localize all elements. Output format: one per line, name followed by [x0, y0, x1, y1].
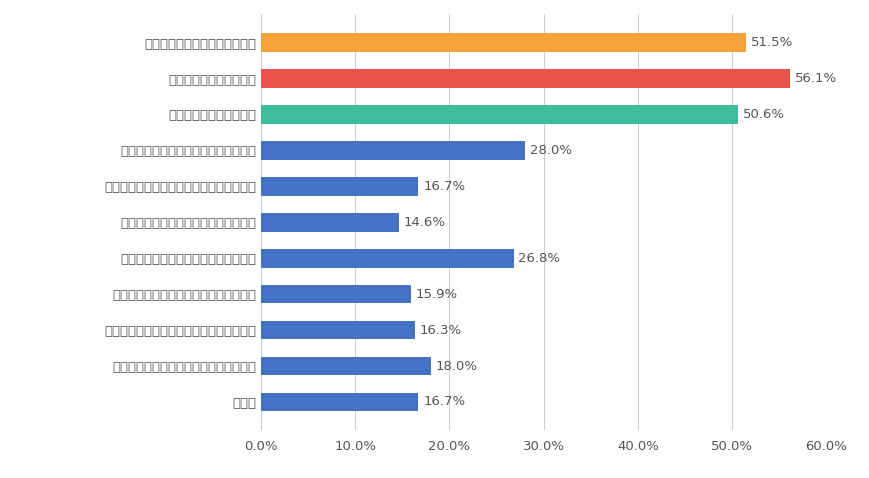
- Bar: [261, 105, 737, 124]
- Bar: [261, 213, 398, 232]
- Bar: [261, 141, 524, 160]
- Bar: [261, 177, 418, 196]
- Bar: [261, 33, 746, 52]
- Bar: [261, 285, 410, 304]
- Text: 16.3%: 16.3%: [419, 324, 461, 337]
- Bar: [261, 357, 430, 375]
- Text: 14.6%: 14.6%: [403, 216, 445, 229]
- Text: 28.0%: 28.0%: [529, 144, 571, 157]
- Text: 15.9%: 15.9%: [415, 288, 457, 301]
- Bar: [261, 69, 789, 88]
- Text: 16.7%: 16.7%: [422, 395, 465, 409]
- Text: 56.1%: 56.1%: [793, 72, 836, 85]
- Text: 26.8%: 26.8%: [518, 252, 560, 265]
- Text: 50.6%: 50.6%: [742, 108, 784, 121]
- Bar: [261, 392, 418, 411]
- Text: 18.0%: 18.0%: [434, 359, 477, 372]
- Bar: [261, 249, 513, 268]
- Text: 16.7%: 16.7%: [422, 180, 465, 193]
- Text: 51.5%: 51.5%: [750, 36, 793, 49]
- Bar: [261, 321, 415, 339]
